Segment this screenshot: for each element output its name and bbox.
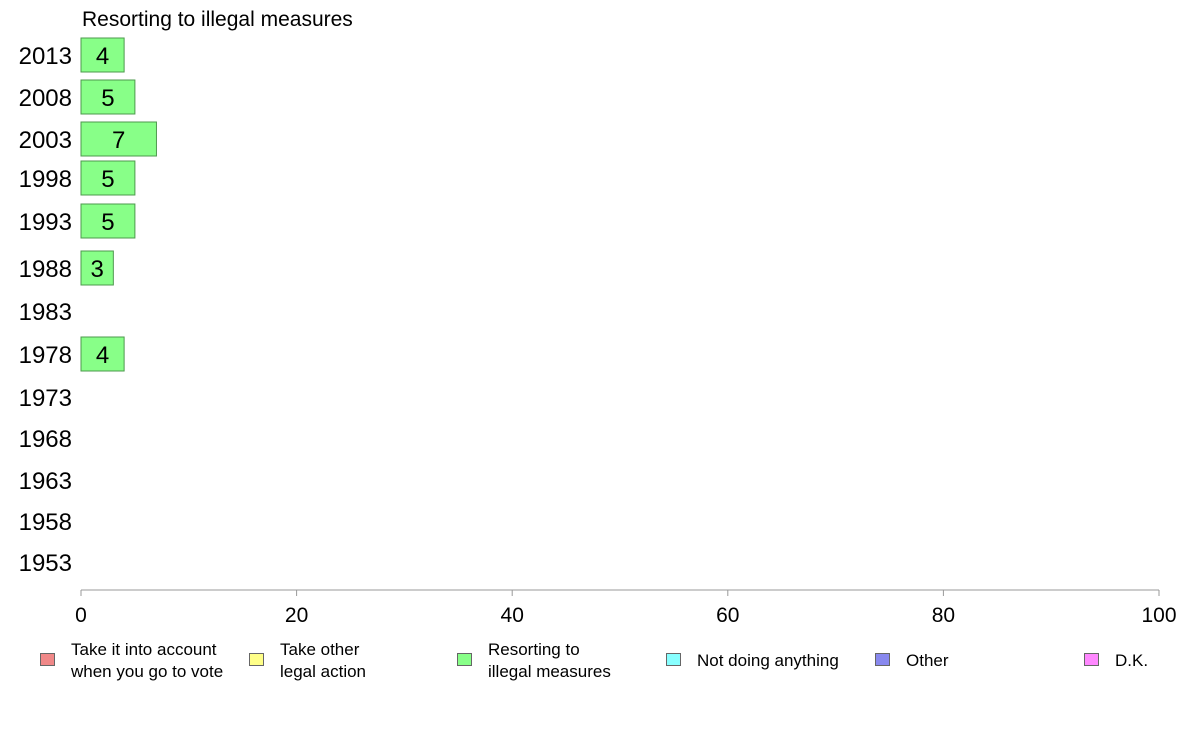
bar <box>80 160 136 196</box>
legend-item: Resorting to illegal measures <box>457 636 611 683</box>
x-axis: 0 20 40 60 80 100 <box>75 589 1177 627</box>
bar <box>80 37 125 73</box>
bar-value-label: 4 <box>96 43 109 70</box>
legend-item: Not doing anything <box>666 636 839 672</box>
chart-title: Resorting to illegal measures <box>82 8 353 31</box>
legend-label: D.K. <box>1115 651 1149 670</box>
bar <box>80 203 136 239</box>
x-tick-label: 0 <box>75 604 87 627</box>
x-tick-label: 60 <box>716 604 739 627</box>
y-tick-label: 1963 <box>19 468 72 495</box>
y-tick-label: 1998 <box>19 166 72 193</box>
legend-label: Not doing anything <box>697 651 839 670</box>
bar-group: 4 5 7 5 5 3 4 <box>80 37 157 372</box>
y-tick-label: 2008 <box>19 85 72 112</box>
bar <box>80 336 125 372</box>
x-tick-label: 80 <box>932 604 955 627</box>
legend-swatch <box>875 653 890 666</box>
y-tick-label: 1953 <box>19 550 72 577</box>
x-tick-label: 40 <box>501 604 524 627</box>
legend-label: Other <box>906 651 949 670</box>
legend-item: Take it into account when you go to vote <box>40 636 223 683</box>
bar-chart: Resorting to illegal measures 4 5 7 5 5 3 4 20… <box>19 8 1177 627</box>
legend-label: Resorting to illegal measures <box>488 640 611 681</box>
bar-value-label: 5 <box>101 209 114 236</box>
x-tick-label: 100 <box>1141 604 1176 627</box>
legend-swatch <box>1084 653 1099 666</box>
y-tick-label: 1993 <box>19 209 72 236</box>
y-tick-label: 1983 <box>19 299 72 326</box>
y-tick-label: 1968 <box>19 426 72 453</box>
bar-value-label: 7 <box>112 127 125 154</box>
bar <box>80 121 157 157</box>
bar-value-label: 3 <box>90 256 103 283</box>
bar <box>80 250 114 286</box>
legend-label: Take it into account when you go to vote <box>71 640 224 681</box>
legend-item: Other <box>875 636 949 672</box>
bar <box>80 79 136 115</box>
legend-swatch <box>666 653 681 666</box>
bar-value-label: 5 <box>101 85 114 112</box>
legend-label: Take other legal action <box>280 640 367 681</box>
y-axis-labels: 2013 2008 2003 1998 1993 1988 1983 1978 1973 1968… <box>19 43 72 577</box>
bar-value-label: 4 <box>96 342 109 369</box>
legend: Take it into account when you go to vote… <box>0 636 1188 696</box>
legend-swatch <box>249 653 264 666</box>
legend-item: Take other legal action <box>249 636 366 683</box>
y-tick-label: 1958 <box>19 509 72 536</box>
y-tick-label: 1978 <box>19 342 72 369</box>
y-tick-label: 1988 <box>19 256 72 283</box>
y-tick-label: 1973 <box>19 385 72 412</box>
x-tick-label: 20 <box>285 604 308 627</box>
legend-item: D.K. <box>1084 636 1148 672</box>
bar-value-label: 5 <box>101 166 114 193</box>
y-tick-label: 2003 <box>19 127 72 154</box>
legend-swatch <box>40 653 55 666</box>
y-tick-label: 2013 <box>19 43 72 70</box>
legend-swatch <box>457 653 472 666</box>
